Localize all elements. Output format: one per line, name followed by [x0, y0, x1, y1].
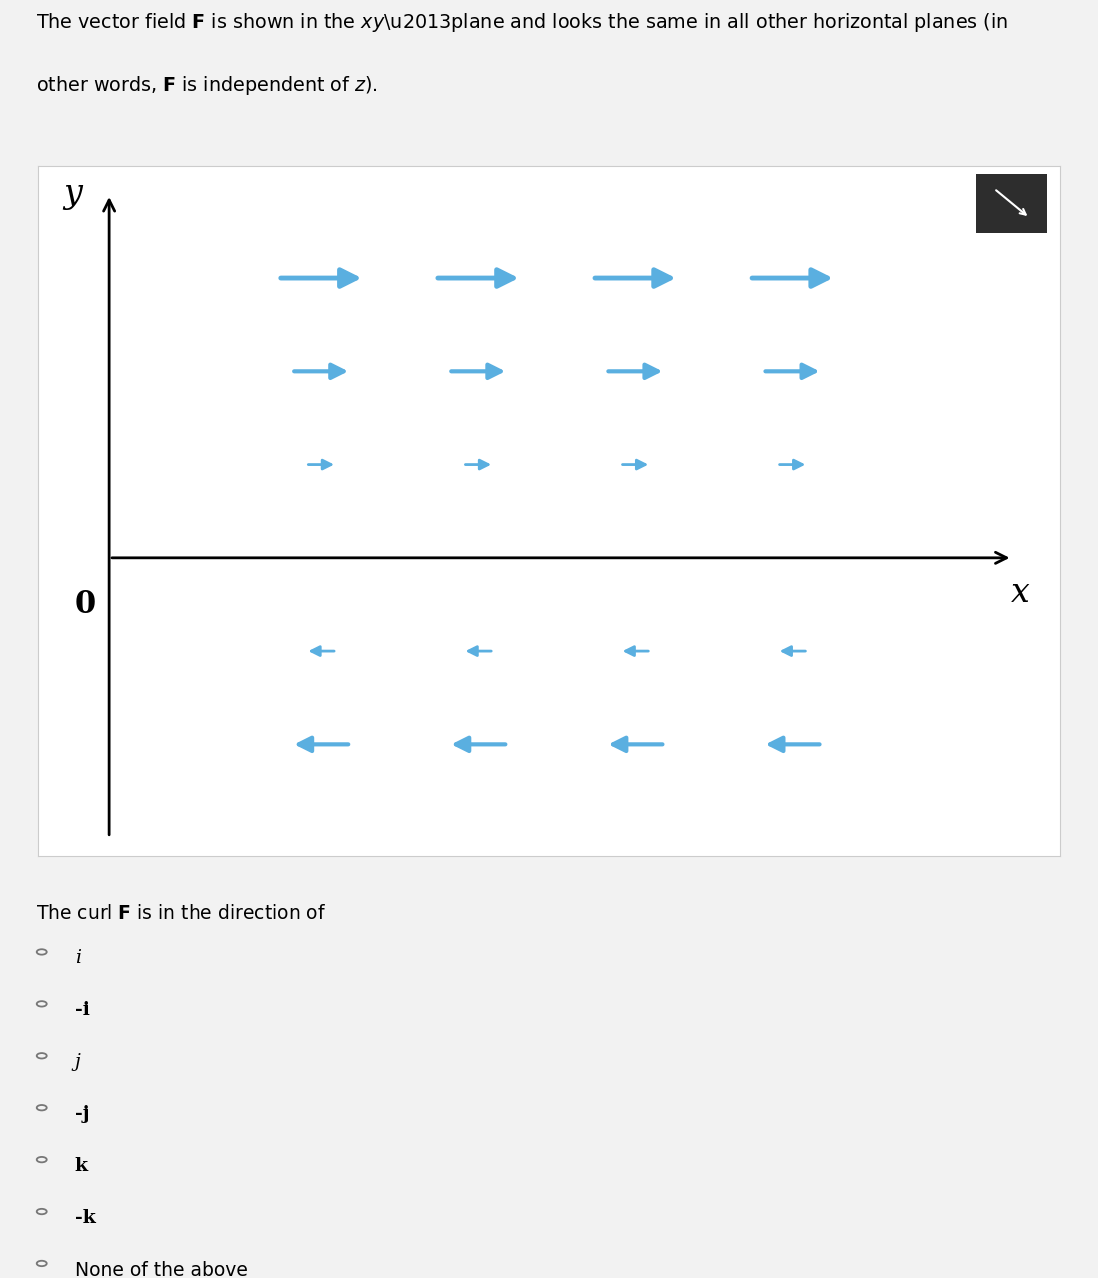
Text: i: i: [75, 950, 80, 967]
Text: -i: -i: [75, 1001, 90, 1019]
Text: y: y: [64, 178, 82, 210]
Text: The vector field $\mathbf{F}$ is shown in the $xy$\u2013plane and looks the same: The vector field $\mathbf{F}$ is shown i…: [36, 10, 1008, 33]
Text: -j: -j: [75, 1104, 89, 1123]
Text: x: x: [1011, 578, 1030, 610]
Text: k: k: [75, 1157, 88, 1174]
Text: None of the above: None of the above: [75, 1260, 247, 1278]
Text: 0: 0: [75, 589, 97, 620]
Text: j: j: [75, 1053, 80, 1071]
Text: The curl $\mathbf{F}$ is in the direction of: The curl $\mathbf{F}$ is in the directio…: [36, 905, 326, 923]
Text: -k: -k: [75, 1209, 96, 1227]
Text: other words, $\mathbf{F}$ is independent of $z$).: other words, $\mathbf{F}$ is independent…: [36, 74, 378, 97]
